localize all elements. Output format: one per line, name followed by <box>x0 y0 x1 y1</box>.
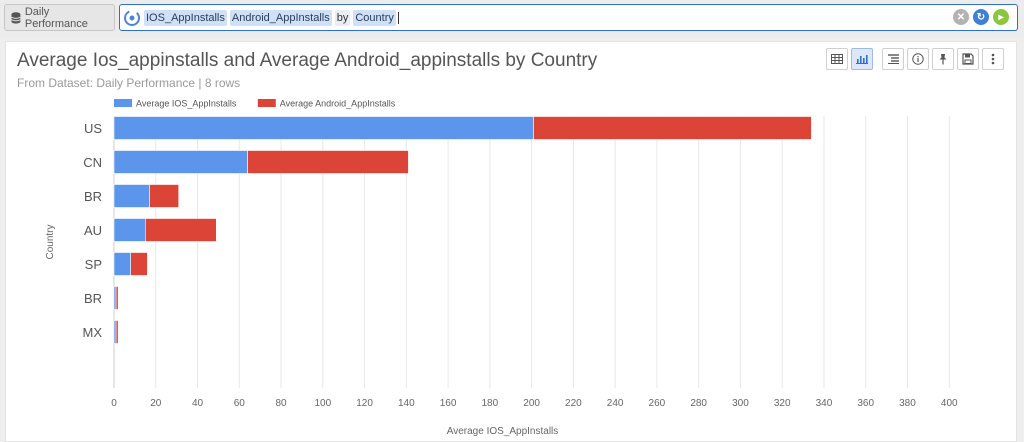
y-tick-label: AU <box>84 223 102 238</box>
x-tick-label: 100 <box>314 398 331 409</box>
x-tick-label: 360 <box>857 398 874 409</box>
x-tick-label: 300 <box>732 398 749 409</box>
x-tick-label: 0 <box>111 398 117 409</box>
x-tick-label: 20 <box>150 398 162 409</box>
info-icon <box>912 53 924 65</box>
bar-chart: 0 20 40 60 80 100 120 140 160 180 200 220 240 260 280 3… <box>45 99 958 438</box>
info-button[interactable] <box>907 48 929 70</box>
query-token-ios[interactable]: IOS_AppInstalls <box>144 9 227 26</box>
legend-label: Average IOS_AppInstalls <box>136 99 237 109</box>
pin-button[interactable] <box>932 48 954 70</box>
bar-chart-icon <box>856 55 868 64</box>
x-tick-label: 400 <box>941 398 958 409</box>
y-tick-label: US <box>84 121 102 136</box>
x-tick-label: 80 <box>275 398 287 409</box>
query-input[interactable]: IOS_AppInstalls Android_AppInstalls by C… <box>119 4 1018 31</box>
bar-segment <box>113 252 132 276</box>
list-button[interactable] <box>882 48 904 70</box>
x-tick-label: 260 <box>649 398 666 409</box>
chart-panel: Average Ios_appinstalls and Average Andr… <box>5 41 1017 442</box>
bar-segment <box>115 320 119 344</box>
bar-segment <box>115 286 119 310</box>
bar-segment <box>113 116 535 140</box>
chart-view-button[interactable] <box>851 48 873 70</box>
top-bar: Daily Performance IOS_AppInstalls Androi… <box>0 0 1024 37</box>
more-options-button[interactable] <box>982 48 1004 70</box>
x-axis-title: Average IOS_AppInstalls <box>447 426 559 437</box>
bar-segment <box>113 286 117 310</box>
clear-icon[interactable]: ✕ <box>953 9 969 25</box>
legend-label: Average Android_AppInstalls <box>280 99 396 109</box>
x-tick-label: 180 <box>482 398 499 409</box>
bar-segment <box>247 150 409 174</box>
x-tick-label: 200 <box>523 398 540 409</box>
save-button[interactable] <box>957 48 979 70</box>
refresh-icon[interactable]: ↻ <box>973 9 989 25</box>
bar-segment <box>113 320 117 344</box>
x-tick-label: 160 <box>440 398 457 409</box>
bar-segment <box>130 252 148 276</box>
app-logo-icon <box>124 9 140 26</box>
x-tick-label: 40 <box>192 398 204 409</box>
y-tick-label: MX <box>83 325 103 340</box>
x-tick-label: 280 <box>690 398 707 409</box>
x-tick-label: 60 <box>234 398 246 409</box>
bar-segment <box>113 184 150 208</box>
bar-segment <box>149 184 180 208</box>
chart-subtitle: From Dataset: Daily Performance | 8 rows <box>17 76 241 90</box>
dataset-button[interactable]: Daily Performance <box>4 4 115 31</box>
x-tick-label: 340 <box>816 398 833 409</box>
table-view-button[interactable] <box>826 48 848 70</box>
y-tick-label: SP <box>85 257 102 272</box>
x-tick-label: 120 <box>356 398 373 409</box>
legend-swatch <box>257 99 276 107</box>
x-tick-label: 140 <box>398 398 415 409</box>
more-icon <box>991 53 995 65</box>
y-tick-label: BR <box>84 189 102 204</box>
bar-segment <box>113 150 248 174</box>
save-icon <box>962 53 974 65</box>
y-tick-label: BR <box>84 291 102 306</box>
y-axis-title: Country <box>45 224 56 259</box>
query-token-country[interactable]: Country <box>353 9 396 26</box>
table-icon <box>831 54 843 64</box>
bar-segment <box>113 218 146 242</box>
dataset-label: Daily Performance <box>24 5 88 30</box>
x-tick-label: 220 <box>565 398 582 409</box>
x-tick-label: 380 <box>899 398 916 409</box>
y-tick-label: CN <box>83 155 102 170</box>
legend-swatch <box>114 99 132 107</box>
pin-icon <box>939 54 947 65</box>
x-tick-label: 240 <box>607 398 624 409</box>
go-icon[interactable]: ▸ <box>993 9 1009 25</box>
chart-title: Average Ios_appinstalls and Average Andr… <box>17 50 598 71</box>
bar-segment <box>145 218 217 242</box>
list-icon <box>887 54 899 64</box>
text-caret <box>397 11 399 24</box>
bar-segment <box>533 116 812 140</box>
query-token-android[interactable]: Android_AppInstalls <box>229 9 332 26</box>
x-tick-label: 320 <box>774 398 791 409</box>
database-icon <box>11 11 21 24</box>
query-token-by[interactable]: by <box>334 9 351 26</box>
